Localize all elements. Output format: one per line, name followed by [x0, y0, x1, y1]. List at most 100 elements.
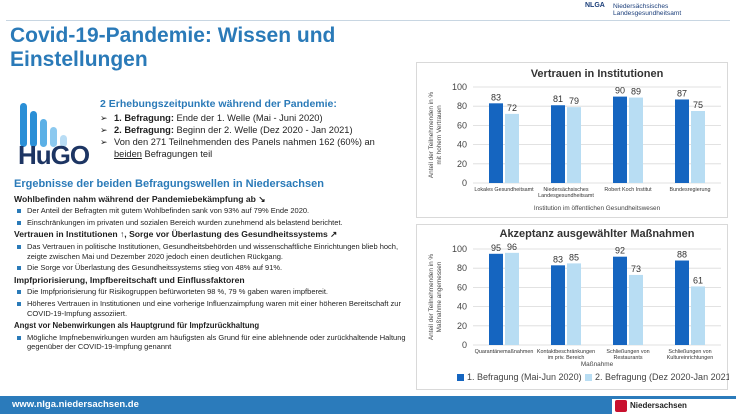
intro-item-2: 2. Befragung: Beginn der 2. Welle (Dez 2…	[100, 124, 400, 136]
data-label: 83	[553, 254, 563, 264]
section-vaccination: Impfpriorisierung, Impfbereitschaft und …	[14, 274, 245, 285]
bullet-item: Die Sorge vor Überlastung des Gesundheit…	[14, 263, 414, 273]
x-tick-label: Robert Koch Institut	[604, 187, 652, 193]
data-label: 73	[631, 264, 641, 274]
legend-entry: 2. Befragung (Dez 2020-Jan 2021)	[595, 372, 729, 382]
y-tick-label: 80	[457, 101, 467, 111]
page-title: Covid-19-Pandemie: Wissen und Einstellun…	[10, 24, 336, 71]
x-tick-label: Bundesregierung	[669, 187, 710, 193]
intro-heading: 2 Erhebungszeitpunkte während der Pandem…	[100, 98, 337, 110]
data-label: 75	[693, 100, 703, 110]
x-tick-label: Niedersächsisches	[543, 187, 589, 193]
y-tick-label: 40	[457, 140, 467, 150]
bar-series2	[505, 113, 519, 183]
bar-series1	[551, 105, 565, 183]
bar-series2	[629, 274, 643, 345]
data-label: 90	[615, 86, 625, 96]
bar-series2	[629, 97, 643, 183]
y-axis-label: Anteil der Teilnehmenden in %	[428, 254, 435, 341]
data-label: 85	[569, 252, 579, 262]
y-tick-label: 0	[462, 340, 467, 350]
footer-bar: www.nlga.niedersachsen.de	[0, 396, 736, 414]
data-label: 61	[693, 275, 703, 285]
bullet-item: Der Anteil der Befragten mit gutem Wohlb…	[14, 206, 414, 216]
data-label: 81	[553, 94, 563, 104]
x-tick-label: im priv. Bereich	[548, 355, 585, 361]
intro-list: 1. Befragung: Ende der 1. Welle (Mai - J…	[100, 112, 400, 160]
x-axis-label: Institution im öffentlichen Gesundheitsw…	[534, 205, 661, 212]
bullet-item: Mögliche Impfnebenwirkungen wurden am hä…	[14, 333, 414, 352]
intro-item-1: 1. Befragung: Ende der 1. Welle (Mai - J…	[100, 112, 400, 124]
bullet-item: Einschränkungen im privaten und sozialen…	[14, 218, 414, 228]
results-section: Ergebnisse der beiden Befragungswellen i…	[14, 178, 414, 354]
nlga-logo-abbr: NLGA	[585, 2, 605, 9]
chart-acceptance-svg: Akzeptanz ausgewählter Maßnahmen 0 20 40 60 8…	[428, 228, 729, 382]
data-label: 72	[507, 103, 517, 113]
data-label: 87	[677, 88, 687, 98]
y-axis-label-line2: Maßnahme angemessen	[436, 261, 443, 332]
section-side-effects: Angst vor Nebenwirkungen als Hauptgrund …	[14, 321, 260, 331]
x-tick-label: Kultureinrichtungen	[667, 355, 713, 361]
chart-acceptance-measures: Akzeptanz ausgewählter Maßnahmen 0 20 40 60 8…	[416, 224, 729, 390]
data-label: 89	[631, 87, 641, 97]
y-tick-label: 60	[457, 120, 467, 130]
data-label: 88	[677, 250, 687, 260]
data-label: 96	[507, 242, 517, 252]
data-label: 83	[491, 92, 501, 102]
legend-swatch	[457, 374, 464, 381]
nlga-logo-name: Niedersächsisches Landesgesundheitsamt	[613, 3, 681, 18]
y-tick-label: 60	[457, 282, 467, 292]
x-tick-label: Schließungen von	[668, 349, 711, 355]
data-label: 95	[491, 243, 501, 253]
survey-intro: 2 Erhebungszeitpunkte während der Pandem…	[100, 98, 400, 160]
bullet-item: Höheres Vertrauen in Institutionen und e…	[14, 299, 414, 318]
section-wellbeing: Wohlbefinden nahm während der Pandemiebe…	[14, 193, 266, 204]
y-axis-label: Anteil der Teilnehmenden in %	[428, 92, 435, 179]
bar-series1	[675, 99, 689, 183]
bullet-item: Die Impfpriorisierung für Risikogruppen …	[14, 287, 414, 297]
footer-url-link[interactable]: www.nlga.niedersachsen.de	[12, 399, 139, 410]
bar-series2	[505, 252, 519, 345]
x-tick-label: Schließungen von	[606, 349, 649, 355]
x-tick-label: Landesgesundheitsamt	[538, 193, 594, 199]
chart-title: Vertrauen in Institutionen	[531, 68, 664, 80]
horse-crest-icon	[615, 400, 627, 412]
hugo-logo-icon	[20, 103, 67, 147]
y-tick-label: 100	[452, 244, 467, 254]
data-label: 79	[569, 96, 579, 106]
chart-title: Akzeptanz ausgewählter Maßnahmen	[500, 228, 695, 240]
x-tick-label: Quarantänemaßnahmen	[475, 349, 534, 355]
bar-series2	[691, 111, 705, 183]
y-axis-label-line2: mit hohem Vertrauen	[436, 105, 443, 165]
section-trust: Vertrauen in Institutionen ↑, Sorge vor …	[14, 229, 338, 240]
y-tick-label: 0	[462, 178, 467, 188]
x-axis-label: Maßnahme	[581, 361, 614, 368]
nlga-logo-name-line1: Niedersächsisches	[613, 3, 669, 10]
y-tick-label: 20	[457, 159, 467, 169]
niedersachsen-label: Niedersachsen	[630, 401, 687, 410]
bar-series2	[567, 107, 581, 183]
header-divider	[6, 20, 730, 21]
bar-series2	[691, 286, 705, 345]
chart-trust-svg: Vertrauen in Institutionen 0 20 40 60 80 100 An…	[428, 68, 721, 212]
y-tick-label: 80	[457, 263, 467, 273]
y-tick-label: 20	[457, 321, 467, 331]
bar-series2	[567, 263, 581, 345]
nlga-logo[interactable]: NLGA Niedersächsisches Landesgesundheits…	[585, 2, 735, 20]
data-label: 92	[615, 246, 625, 256]
nlga-logo-name-line2: Landesgesundheitsamt	[613, 10, 682, 18]
results-heading: Ergebnisse der beiden Befragungswellen i…	[14, 178, 324, 190]
intro-item-3: Von den 271 Teilnehmenden des Panels nah…	[100, 136, 400, 160]
bar-series1	[675, 260, 689, 345]
y-tick-label: 40	[457, 302, 467, 312]
bar-series1	[551, 265, 565, 345]
niedersachsen-logo: Niedersachsen	[612, 399, 736, 414]
legend-swatch	[585, 374, 592, 381]
bar-series1	[489, 103, 503, 183]
x-tick-label: Restaurants	[613, 355, 642, 361]
x-tick-label: Kontaktbeschränkungen	[537, 349, 595, 355]
x-tick-label: Lokales Gesundheitsamt	[474, 187, 534, 193]
hugo-logo-text: HuGO	[18, 140, 90, 170]
chart-trust-institutions: Vertrauen in Institutionen 0 20 40 60 80 100 An…	[416, 62, 728, 218]
y-tick-label: 100	[452, 82, 467, 92]
